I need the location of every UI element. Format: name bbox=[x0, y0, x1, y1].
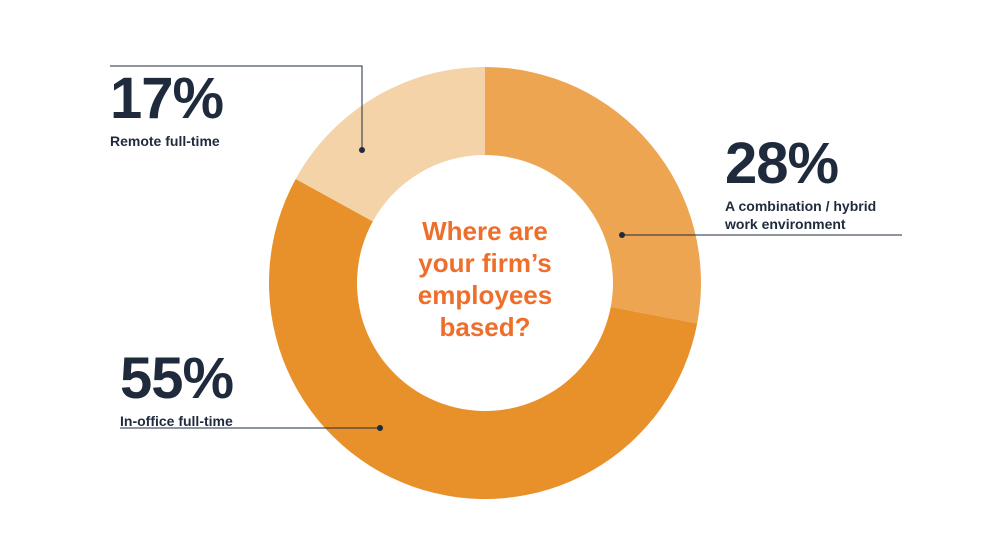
label-inoffice: 55% In-office full-time bbox=[120, 346, 234, 430]
slice-label-remote: Remote full-time bbox=[110, 133, 220, 149]
chart-title: Where are your firm’s employees based? bbox=[417, 216, 553, 342]
leader-line-remote bbox=[110, 65, 363, 150]
leader-dot-inoffice bbox=[377, 425, 383, 431]
slice-label-hybrid: A combination / hybrid work environment bbox=[725, 198, 877, 232]
label-remote: 17% Remote full-time bbox=[110, 66, 224, 150]
slice-label-inoffice: In-office full-time bbox=[120, 413, 233, 429]
label-hybrid: 28% A combination / hybrid work environm… bbox=[725, 135, 876, 233]
slice-inoffice bbox=[269, 178, 698, 499]
leader-dot-remote bbox=[359, 147, 365, 153]
slice-hybrid bbox=[485, 67, 701, 324]
slice-value-remote: 17% bbox=[110, 66, 224, 131]
leader-dot-hybrid bbox=[619, 232, 625, 238]
slice-remote bbox=[295, 67, 485, 222]
slice-value-hybrid: 28% bbox=[725, 131, 839, 196]
slice-value-inoffice: 55% bbox=[120, 346, 234, 411]
